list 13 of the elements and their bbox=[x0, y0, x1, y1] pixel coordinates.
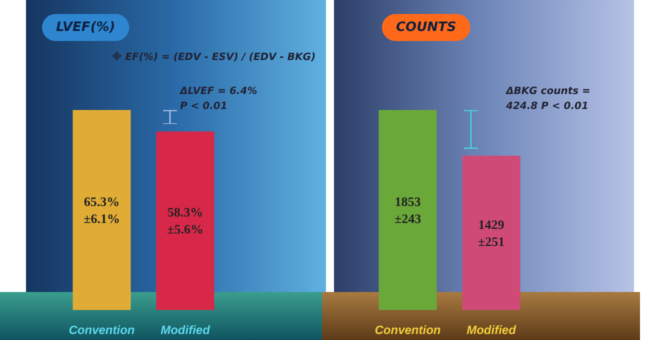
annotation: ΔLVEF = 6.4% P < 0.01 bbox=[180, 85, 258, 114]
data-label: 1853 ±243 bbox=[394, 194, 422, 226]
x-tick-label: Modified bbox=[466, 323, 517, 337]
text: ※ EF(%) = (EDV - ESV) / (EDV - BKG) bbox=[112, 50, 316, 65]
data-label: 1429 ±251 bbox=[478, 216, 505, 249]
data-label: 65.3% ±6.1% bbox=[84, 194, 120, 226]
chart-title: COUNTS bbox=[396, 20, 456, 35]
x-tick-label: Modified bbox=[160, 323, 211, 337]
data-label: 58.3% ±5.6% bbox=[167, 204, 204, 237]
x-tick-label: Convention bbox=[374, 323, 441, 337]
annotation: ΔBKG counts = 424.8 P < 0.01 bbox=[506, 85, 590, 114]
chart-title: LVEF(%) bbox=[56, 20, 116, 35]
x-tick-label: Convention bbox=[68, 323, 135, 337]
